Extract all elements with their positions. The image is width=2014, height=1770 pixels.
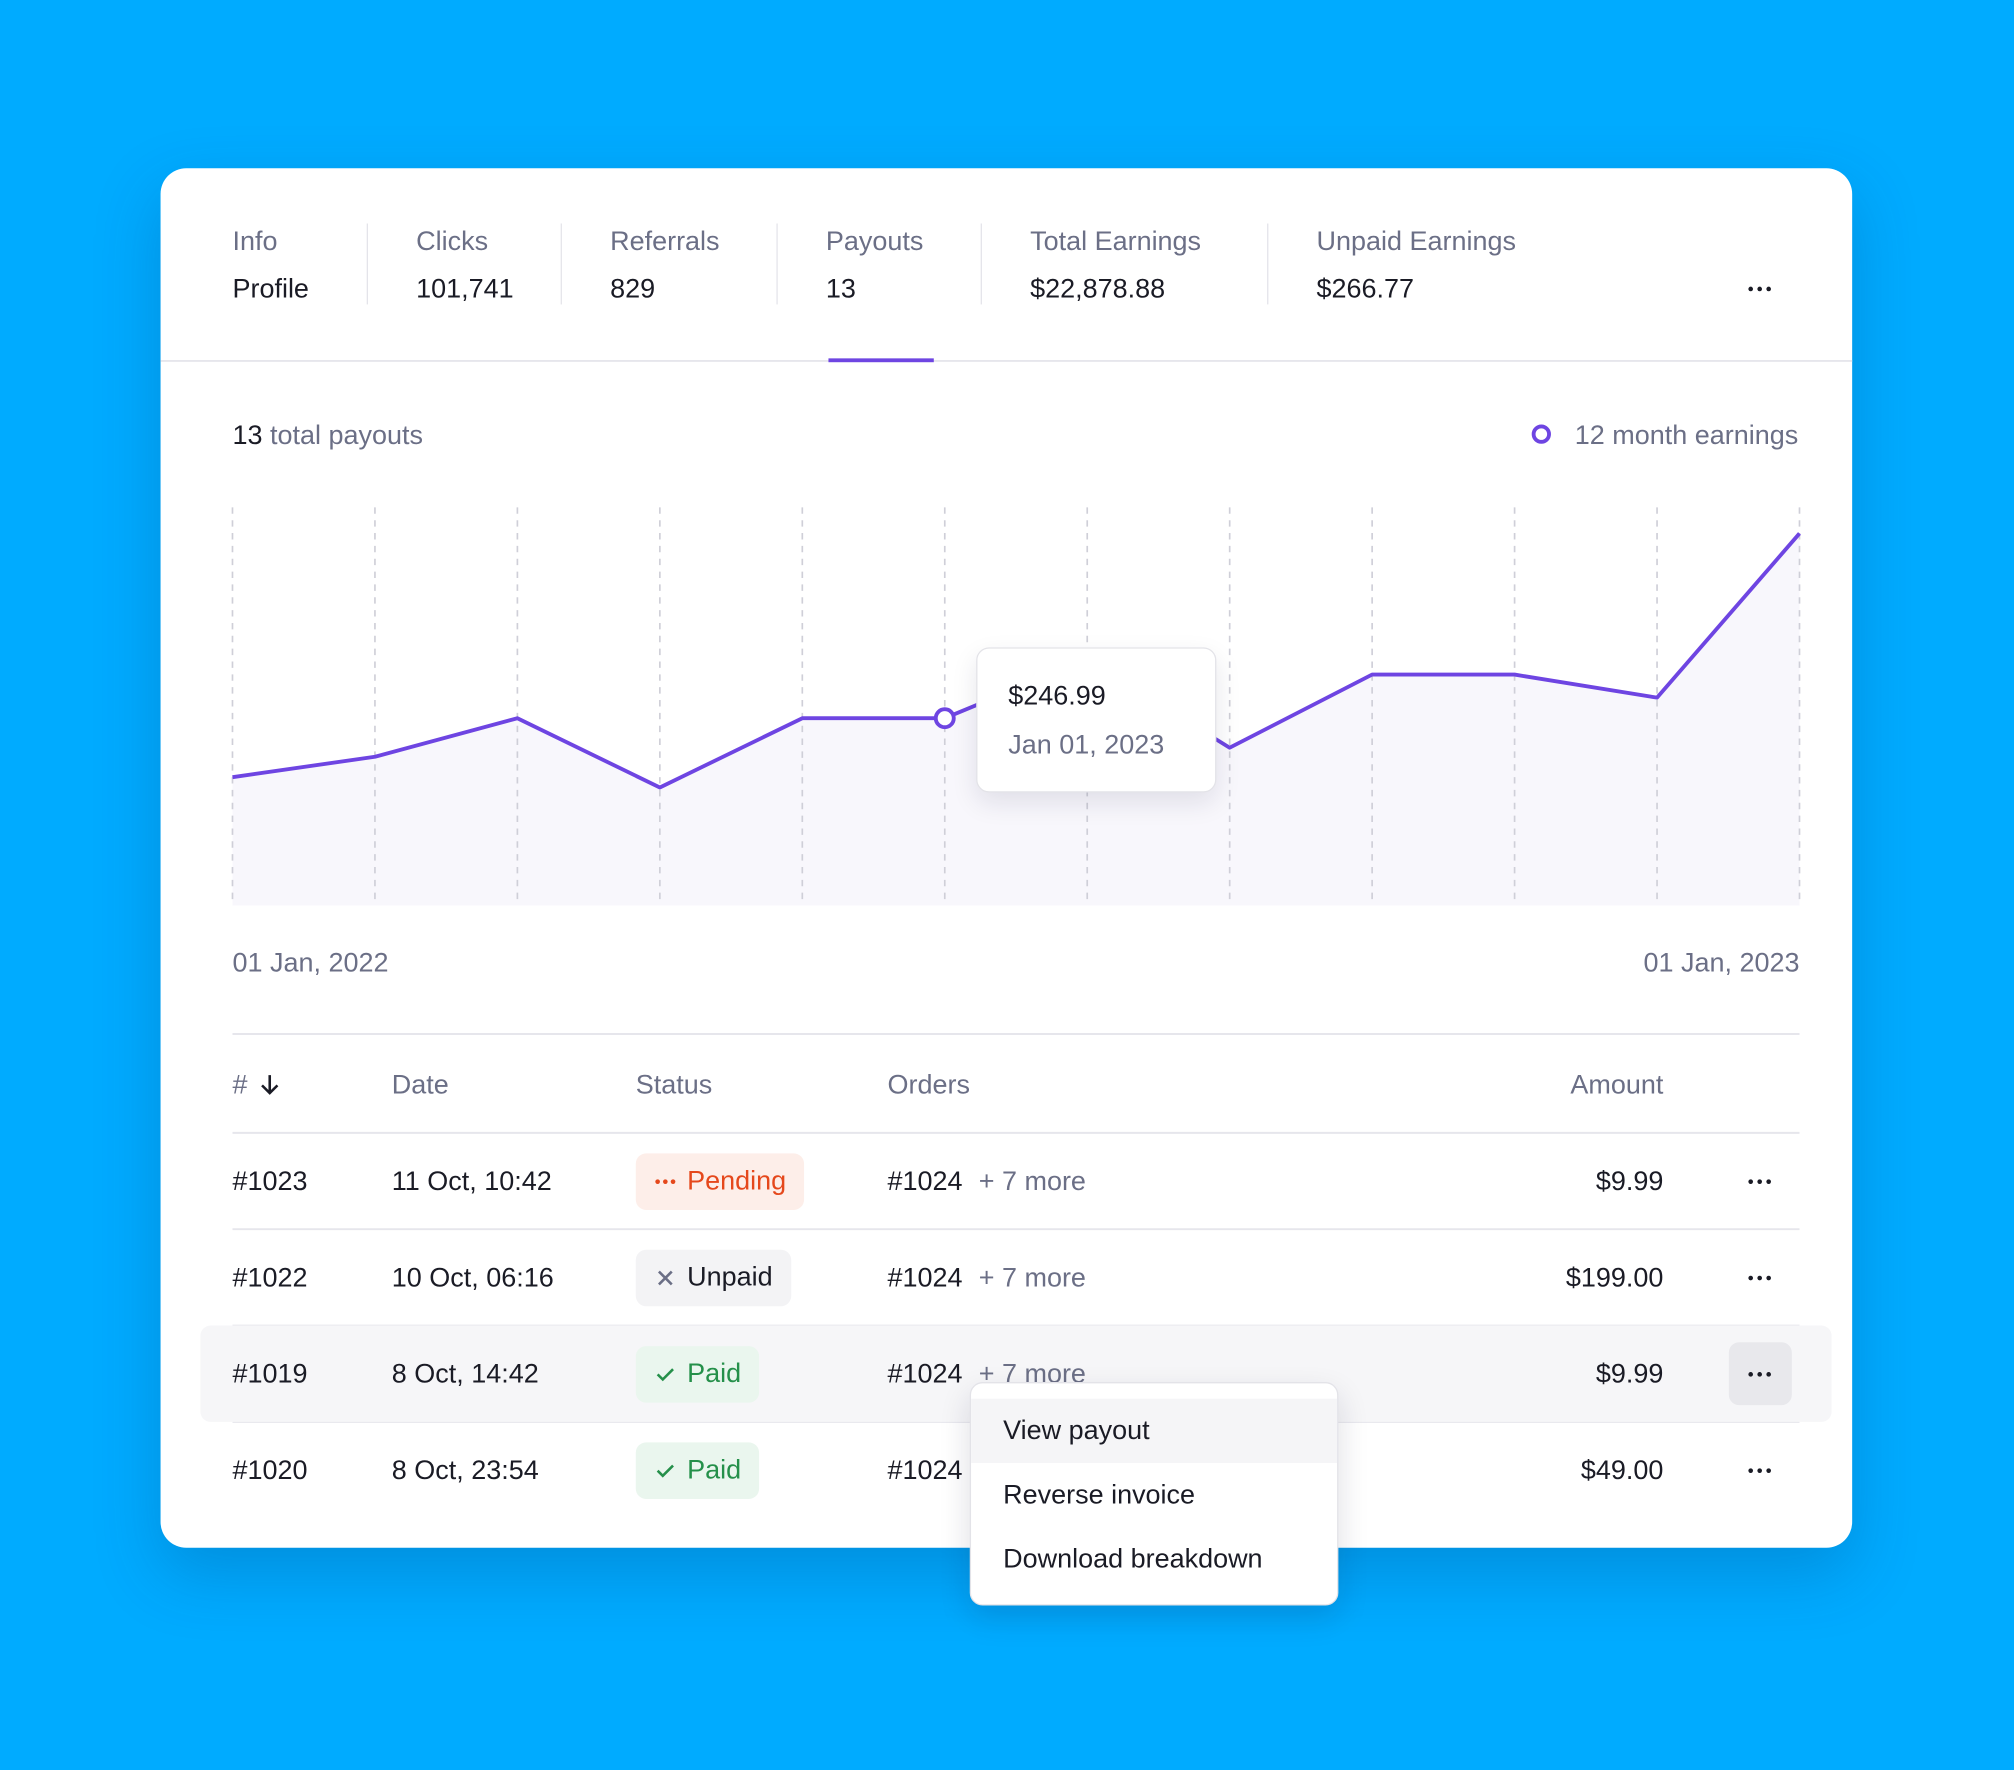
- payout-date: 8 Oct, 14:42: [391, 1359, 539, 1390]
- more-dot: [1757, 1372, 1762, 1377]
- menu-item-hover: [971, 1398, 1338, 1463]
- status-text: Paid: [687, 1455, 742, 1485]
- status-text: Unpaid: [687, 1262, 773, 1293]
- status-text: Pending: [687, 1166, 787, 1196]
- amount: $9.99: [1595, 1359, 1664, 1390]
- tab-label: Total Earnings: [1030, 226, 1202, 257]
- tooltip-value: $246.99: [1008, 681, 1106, 711]
- more-dot: [1757, 1468, 1762, 1473]
- status-icon: [656, 1368, 674, 1382]
- more-dot: [1757, 286, 1762, 292]
- column-header: #: [232, 1070, 248, 1101]
- more-dot: [1766, 1372, 1771, 1377]
- status-icon: [656, 1464, 674, 1478]
- amount: $9.99: [1595, 1166, 1664, 1197]
- payout-id: #1019: [232, 1359, 308, 1390]
- order: #1024: [887, 1359, 963, 1390]
- tooltip: [976, 647, 1217, 793]
- more-dot: [1766, 1275, 1771, 1281]
- amount: $199.00: [1565, 1263, 1664, 1293]
- amount: $49.00: [1580, 1455, 1664, 1486]
- more-dot: [1766, 1179, 1771, 1184]
- column-header: Amount: [1570, 1070, 1664, 1101]
- order-more: + 7 more: [978, 1166, 1086, 1197]
- status-badge: Pending: [635, 1153, 805, 1210]
- payout-date: 10 Oct, 06:16: [391, 1263, 554, 1293]
- column-header: Orders: [887, 1070, 970, 1101]
- more-dot: [1748, 1468, 1754, 1473]
- row-hover: [200, 1325, 1832, 1422]
- status-icon: [655, 1179, 676, 1184]
- order: #1024: [887, 1455, 963, 1486]
- column-header: Status: [635, 1070, 713, 1101]
- tab-label: Clicks: [416, 226, 489, 257]
- summary: 13 total payouts: [232, 422, 422, 449]
- payout-date: 8 Oct, 23:54: [391, 1455, 539, 1486]
- order: #1024: [887, 1263, 963, 1293]
- status-badge: Unpaid: [635, 1249, 791, 1307]
- order: #1024: [887, 1166, 963, 1197]
- tab-label: Info: [232, 226, 278, 257]
- more-dot: [1757, 1179, 1762, 1184]
- tab-label: Referrals: [610, 226, 720, 257]
- more-dot: [1748, 1372, 1754, 1377]
- column-header: Date: [391, 1070, 449, 1101]
- active-tab-indicator: [828, 358, 934, 363]
- tab-value: $22,878.88: [1030, 274, 1166, 304]
- sort-arrow: [261, 1075, 279, 1095]
- tab-value: 101,741: [416, 274, 514, 304]
- dropdown-menu: [969, 1382, 1339, 1606]
- status-text: Paid: [687, 1358, 742, 1389]
- summary-count: 13: [232, 420, 263, 451]
- status-badge: Paid: [635, 1346, 760, 1403]
- x-tick-label: 01 Jan, 2022: [232, 948, 389, 979]
- more-dot: [1748, 1275, 1754, 1281]
- menu-item[interactable]: Download breakdown: [1003, 1544, 1263, 1575]
- tooltip-date: Jan 01, 2023: [1008, 730, 1165, 760]
- more-dot: [1748, 1179, 1754, 1184]
- payout-id: #1022: [232, 1263, 308, 1293]
- tab-label: Payouts: [825, 226, 924, 257]
- menu-item[interactable]: View payout: [1003, 1416, 1150, 1446]
- legend-marker: [1531, 424, 1551, 444]
- payout-id: #1023: [232, 1166, 308, 1197]
- status-badge: Paid: [635, 1442, 760, 1499]
- x-tick-label: 01 Jan, 2023: [1643, 948, 1800, 979]
- tab-value: 829: [610, 274, 656, 304]
- payout-id: #1020: [232, 1455, 308, 1486]
- legend-label: 12 month earnings: [1574, 420, 1799, 451]
- payout-date: 11 Oct, 10:42: [391, 1166, 552, 1197]
- more-dot: [1748, 286, 1754, 292]
- more-dot: [1766, 1468, 1771, 1473]
- more-dot: [1757, 1275, 1762, 1281]
- highlight-point: [933, 707, 956, 730]
- status-icon: [658, 1270, 673, 1286]
- tab-value: 13: [825, 274, 856, 304]
- tab-value: Profile: [232, 274, 309, 304]
- more-dot: [1766, 286, 1771, 292]
- tab-value: $266.77: [1316, 274, 1415, 304]
- order-more: + 7 more: [978, 1263, 1086, 1293]
- menu-item[interactable]: Reverse invoice: [1003, 1480, 1196, 1510]
- tab-label: Unpaid Earnings: [1316, 226, 1516, 257]
- summary-text: total payouts: [269, 420, 423, 451]
